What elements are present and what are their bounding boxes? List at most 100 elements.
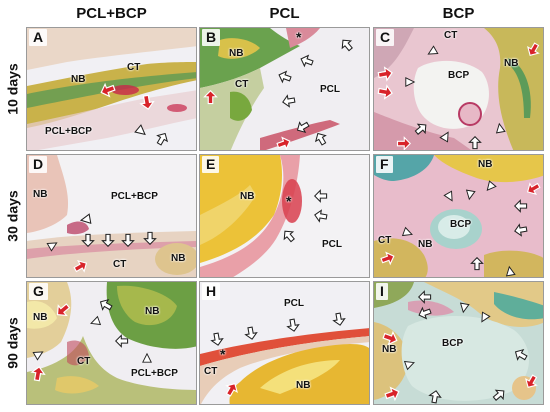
white-arrowhead-icon: [486, 180, 497, 192]
red-arrow-icon: [30, 366, 46, 382]
column-header-pcl: PCL: [269, 5, 300, 22]
white-arrow-icon: [341, 39, 353, 52]
white-arrow-icon: [143, 231, 157, 245]
column-header-pcl-bcp: PCL+BCP: [76, 5, 147, 22]
white-arrowhead-icon: [142, 352, 152, 363]
panel-letter-h: H: [202, 283, 221, 300]
white-arrowhead-icon: [32, 351, 44, 361]
asterisk-marker: *: [296, 29, 302, 45]
white-arrowhead-icon: [459, 302, 470, 314]
tissue-label-nb: NB: [145, 306, 160, 317]
row-label-10-days: 10 days: [5, 63, 21, 115]
tissue-label-pcl-bcp: PCL+BCP: [45, 126, 92, 137]
white-arrow-icon: [414, 123, 427, 135]
white-arrowhead-icon: [439, 131, 449, 143]
tissue-label-nb: NB: [418, 239, 433, 250]
red-arrow-icon: [100, 82, 116, 98]
white-arrow-icon: [282, 94, 296, 108]
white-arrow-icon: [332, 312, 346, 326]
row-label-30-days: 30 days: [5, 190, 21, 242]
red-arrow-icon: [377, 66, 393, 82]
red-arrow-icon: [382, 330, 398, 346]
white-arrow-icon: [244, 326, 258, 340]
tissue-label-bcp: BCP: [448, 70, 470, 81]
tissue-label-ct: CT: [444, 30, 458, 41]
panel-f: NB BCP CT NB F: [373, 154, 544, 278]
panel-e: NB * PCL E: [199, 154, 370, 278]
asterisk-marker: *: [286, 193, 292, 209]
micrograph-i: [374, 282, 543, 404]
tissue-label-pcl-bcp: PCL+BCP: [111, 191, 158, 202]
micrograph-a: [27, 28, 196, 150]
white-arrowhead-icon: [134, 124, 146, 136]
white-arrow-icon: [514, 348, 528, 361]
white-arrow-icon: [468, 136, 482, 150]
white-arrow-icon: [428, 390, 442, 404]
panel-h: PCL * CT NB H: [199, 281, 370, 405]
micrograph-d: [27, 155, 196, 277]
panel-letter-b: B: [202, 29, 221, 46]
red-arrow-icon: [56, 303, 71, 317]
white-arrowhead-icon: [90, 315, 102, 326]
micrograph-e: [200, 155, 369, 277]
red-arrow-icon: [396, 136, 411, 150]
panel-letter-a: A: [29, 29, 48, 46]
panel-i: NB BCP I: [373, 281, 544, 405]
white-arrow-icon: [296, 121, 310, 134]
tissue-label-ct: CT: [378, 235, 392, 246]
red-arrow-icon: [73, 260, 88, 273]
tissue-label-nb: NB: [478, 159, 493, 170]
tissue-label-nb: NB: [229, 48, 244, 59]
white-arrow-icon: [418, 306, 432, 320]
tissue-label-nb: NB: [296, 380, 311, 391]
white-arrow-icon: [99, 298, 113, 311]
red-arrow-icon: [203, 90, 218, 105]
tissue-label-pcl: PCL: [322, 239, 342, 250]
tissue-label-nb: NB: [33, 312, 48, 323]
white-arrow-icon: [121, 233, 135, 247]
tissue-label-pcl: PCL: [320, 84, 340, 95]
tissue-label-nb: NB: [382, 344, 397, 355]
panel-letter-g: G: [29, 283, 48, 300]
white-arrow-icon: [156, 132, 169, 146]
panel-g: NB NB CT PCL+BCP G: [26, 281, 197, 405]
white-arrowhead-icon: [79, 213, 92, 224]
white-arrowhead-icon: [427, 45, 439, 55]
white-arrow-icon: [283, 230, 295, 243]
tissue-label-nb: NB: [33, 189, 48, 200]
red-arrow-icon: [526, 182, 541, 195]
white-arrow-icon: [115, 334, 129, 348]
white-arrow-icon: [210, 332, 224, 346]
tissue-label-bcp: BCP: [442, 338, 464, 349]
white-arrow-icon: [300, 54, 314, 68]
red-arrow-icon: [225, 382, 238, 397]
panel-letter-d: D: [29, 156, 48, 173]
white-arrow-icon: [492, 389, 505, 401]
red-arrow-icon: [384, 386, 400, 402]
white-arrow-icon: [278, 70, 292, 84]
white-arrow-icon: [514, 223, 528, 237]
red-arrow-icon: [377, 84, 393, 100]
micrograph-g: [27, 282, 196, 404]
column-header-bcp: BCP: [442, 5, 475, 22]
white-arrow-icon: [81, 233, 95, 247]
tissue-label-ct: CT: [77, 356, 91, 367]
red-arrow-icon: [139, 94, 155, 110]
tissue-label-ct: CT: [204, 366, 218, 377]
white-arrowhead-icon: [495, 122, 506, 134]
white-arrowhead-icon: [405, 77, 416, 87]
white-arrowhead-icon: [403, 360, 415, 371]
red-arrow-icon: [380, 251, 395, 266]
white-arrow-icon: [101, 233, 115, 247]
panel-letter-i: I: [376, 283, 388, 300]
panel-letter-f: F: [376, 156, 393, 173]
panel-letter-e: E: [202, 156, 220, 173]
white-arrowhead-icon: [443, 190, 453, 202]
tissue-label-pcl-bcp: PCL+BCP: [131, 368, 178, 379]
red-arrow-icon: [525, 374, 538, 389]
micrograph-f: [374, 155, 543, 277]
tissue-label-bcp: BCP: [450, 219, 472, 230]
panel-letter-c: C: [376, 29, 395, 46]
white-arrow-icon: [286, 318, 300, 332]
micrograph-c: [374, 28, 543, 150]
